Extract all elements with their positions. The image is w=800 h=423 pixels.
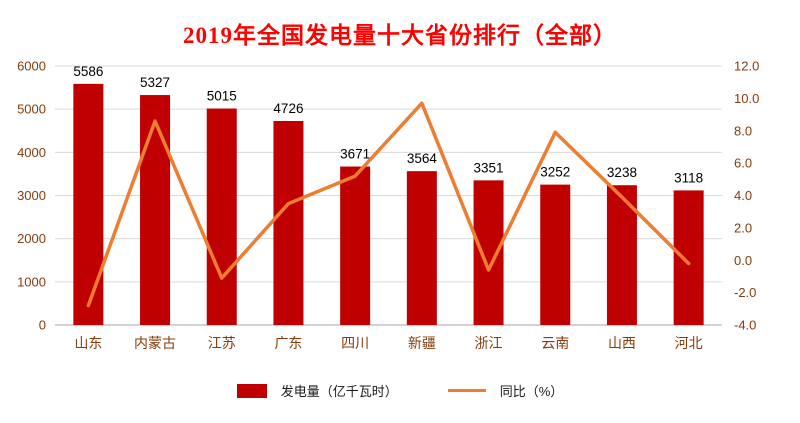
bar-value-label: 3252 (540, 165, 570, 180)
bar (206, 108, 237, 325)
chart-legend: 发电量（亿千瓦时） 同比（%） (0, 381, 800, 400)
left-axis-label: 4000 (17, 145, 46, 160)
category-label: 四川 (341, 335, 369, 351)
left-axis-label: 0 (39, 318, 46, 333)
bar-value-label: 3351 (474, 160, 504, 175)
category-label: 山东 (74, 335, 102, 351)
right-axis-label: 0.0 (734, 253, 752, 268)
right-axis-label: 6.0 (734, 156, 752, 171)
category-label: 云南 (541, 335, 569, 351)
right-axis-label: 12.0 (734, 59, 759, 74)
left-axis-label: 5000 (17, 102, 46, 117)
category-label: 江苏 (208, 335, 236, 351)
left-axis-label: 2000 (17, 231, 46, 246)
category-label: 新疆 (408, 335, 436, 351)
bar-value-label: 3671 (340, 147, 370, 162)
right-axis-label: -2.0 (734, 285, 756, 300)
category-label: 浙江 (475, 335, 503, 351)
legend-line-swatch-icon (447, 388, 486, 393)
bar (73, 83, 104, 325)
right-axis-label: -4.0 (734, 318, 756, 333)
bar (406, 171, 437, 325)
left-axis-label: 6000 (17, 59, 46, 74)
bar-value-label: 5586 (73, 64, 103, 79)
right-axis-label: 4.0 (734, 188, 752, 203)
bar (140, 95, 171, 325)
chart-title: 2019年全国发电量十大省份排行（全部） (183, 23, 617, 48)
bar (540, 184, 571, 325)
right-axis-label: 2.0 (734, 220, 752, 235)
bar-value-label: 5327 (140, 75, 170, 90)
bar (673, 190, 704, 325)
bar (273, 120, 304, 326)
category-label: 河北 (675, 335, 703, 351)
right-axis-label: 8.0 (734, 123, 752, 138)
combo-chart: 0 1000 2000 3000 4000 5000 6000 -4.0 -2.0 0.0 2.0 4… (17, 59, 759, 352)
trend-line (86, 101, 691, 308)
legend-line-label: 同比（%） (499, 384, 564, 399)
category-label: 广东 (274, 335, 302, 351)
bar-value-label: 3118 (674, 170, 703, 185)
legend-bar-swatch-icon (236, 383, 267, 398)
left-axis-label: 3000 (17, 188, 46, 203)
bar (473, 180, 504, 325)
left-axis-label: 1000 (17, 274, 46, 289)
bar-value-label: 3238 (607, 165, 637, 180)
bar (340, 166, 371, 325)
bar-value-label: 3564 (407, 151, 438, 166)
legend-bar-label: 发电量（亿千瓦时） (280, 384, 398, 399)
right-axis-label: 10.0 (734, 91, 759, 106)
bar-value-label: 4726 (273, 101, 303, 116)
bar-value-label: 5015 (207, 89, 237, 104)
category-label: 山西 (608, 335, 636, 351)
category-label: 内蒙古 (134, 335, 176, 351)
